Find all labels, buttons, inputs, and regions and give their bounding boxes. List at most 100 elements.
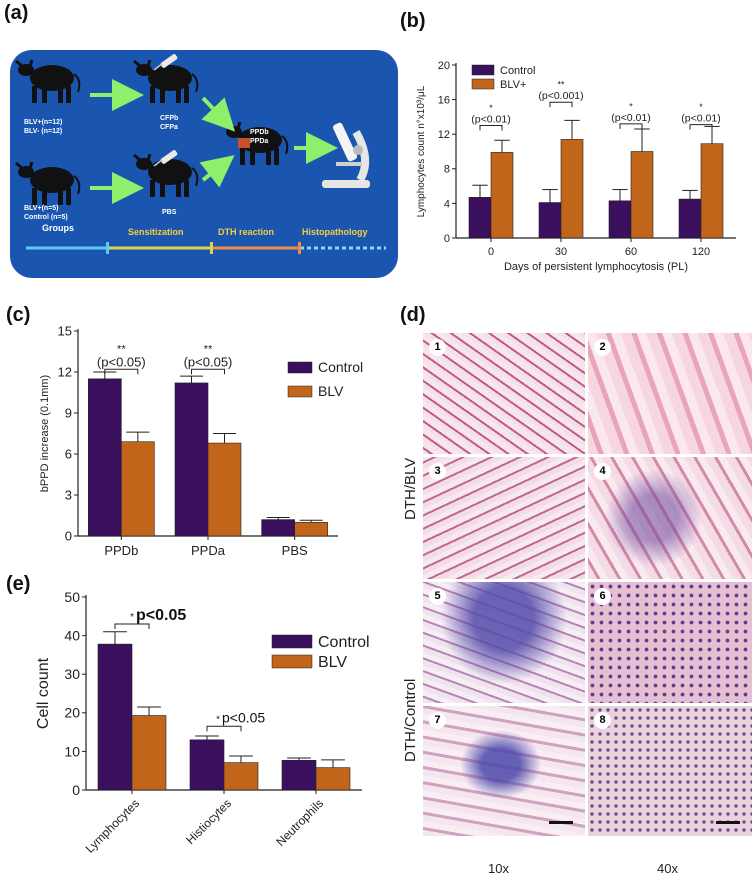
bar-blv-2 (294, 522, 328, 537)
timeline-dth: DTH reaction (218, 227, 274, 237)
y-tick-label: 20 (438, 60, 450, 72)
panel-label-c: (c) (6, 304, 31, 326)
micrograph-number: 5 (429, 588, 446, 605)
significance-star: ** (204, 343, 213, 355)
bar-blv-0 (121, 441, 155, 537)
micrograph-6: 6 (588, 582, 752, 703)
group2-line1: BLV+(n=5) (24, 205, 59, 212)
x-tick-label: PPDa (191, 543, 226, 558)
y-tick-label: 0 (72, 782, 80, 798)
x-axis-label: Days of persistent lymphocytosis (PL) (504, 261, 688, 273)
y-tick-label: 10 (64, 743, 80, 759)
bar-blv-2 (630, 151, 654, 239)
micrograph-8: 8 (588, 706, 752, 836)
panel-label-a: (a) (4, 2, 29, 24)
chart-b: 0 4 8 12 16 20 Lymphocytes count n°x10³/μL 0 30 6… (416, 60, 736, 273)
significance-star: * (629, 101, 633, 111)
micrograph-number: 1 (429, 339, 446, 356)
bar-control-2 (608, 200, 632, 239)
timeline-marker (106, 242, 109, 254)
bar-control-2 (261, 519, 295, 537)
cow-icon (14, 58, 81, 105)
cow-icon (14, 160, 81, 207)
panel-label-e: (e) (6, 573, 31, 595)
bar-control-1 (174, 382, 209, 537)
legend-label-1: BLV (318, 383, 344, 399)
timeline-marker (210, 242, 213, 254)
significance-star: * (216, 714, 220, 725)
significance-text: (p<0.01) (471, 114, 510, 126)
significance-bracket (619, 123, 643, 129)
significance-text: p<0.05 (222, 709, 265, 725)
significance-text: (p<0.01) (611, 112, 650, 124)
magnification-40x: 40x (657, 861, 678, 876)
legend-swatch-0 (271, 634, 313, 649)
y-tick-label: 50 (64, 590, 80, 605)
y-tick-label: 9 (65, 406, 72, 421)
bar-blv-1 (207, 442, 242, 537)
significance-bracket (689, 124, 713, 130)
legend-swatch-1 (287, 385, 313, 398)
significance-bracket (104, 368, 139, 375)
bar-control-0 (97, 643, 133, 791)
scheme-graphic: BLV+(n=12) BLV- (n=12) BLV+(n=5) Control… (14, 54, 386, 254)
x-tick-label: PBS (282, 543, 308, 558)
x-tick-label: 60 (625, 246, 637, 258)
panel-label-b: (b) (400, 10, 426, 32)
significance-star: ** (117, 343, 126, 355)
legend-label-0: Control (318, 359, 363, 375)
micrograph-number: 8 (594, 712, 611, 729)
chart-e: 0 10 20 30 40 50 Cell count Lymphocytes Histiocy… (35, 589, 370, 856)
micrograph-3: 3 (423, 457, 585, 579)
x-tick-label: Neutrophils (273, 796, 326, 849)
y-tick-label: 16 (438, 94, 450, 106)
significance-bracket (206, 725, 242, 732)
chart-e-container: 0 10 20 30 40 50 Cell count Lymphocytes Histiocy… (0, 589, 400, 880)
bar-control-1 (538, 202, 562, 239)
micrograph-7: 7 (423, 706, 585, 836)
legend-swatch-1 (271, 654, 313, 669)
significance-text: (p<0.01) (681, 113, 720, 125)
bar-control-0 (88, 378, 122, 537)
arrow-icon (199, 155, 235, 188)
significance-text: (p<0.05) (184, 354, 233, 369)
syringe-icon (153, 150, 178, 167)
sens2-text: PBS (162, 209, 177, 216)
micrograph-number: 6 (594, 588, 611, 605)
x-tick-label: 30 (555, 246, 567, 258)
bar-control-3 (678, 198, 702, 239)
micrograph-number: 3 (429, 463, 446, 480)
group2-line2: Control (n=5) (24, 214, 68, 221)
x-tick-label: 120 (692, 246, 710, 258)
timeline-marker (298, 242, 301, 254)
scale-bar (716, 821, 740, 824)
y-tick-label: 20 (64, 705, 80, 721)
y-axis-label: bPPD increase (0.1mm) (39, 375, 51, 492)
significance-bracket (479, 125, 503, 131)
micrograph-1: 1 (423, 333, 585, 454)
y-tick-label: 8 (444, 164, 450, 176)
significance-bracket (191, 368, 225, 375)
chart-b-container: 0 4 8 12 16 20 Lymphocytes count n°x10³/μL 0 30 6… (400, 30, 750, 292)
micrograph-number: 2 (594, 339, 611, 356)
significance-star: * (699, 102, 703, 112)
y-tick-label: 30 (64, 666, 80, 682)
y-tick-label: 6 (65, 447, 72, 462)
scale-bar (549, 821, 573, 824)
microscope-icon (322, 122, 370, 188)
bar-blv-1 (560, 139, 584, 239)
bar-blv-2 (315, 767, 351, 791)
row-label-blv: DTH/BLV (402, 457, 419, 520)
significance-text: (p<0.001) (538, 90, 583, 102)
group1-line1: BLV+(n=12) (24, 119, 62, 126)
micrograph-4: 4 (588, 457, 752, 579)
bar-control-1 (189, 739, 225, 791)
y-axis-label: Cell count (35, 657, 52, 729)
y-tick-label: 0 (65, 529, 72, 544)
y-tick-label: 3 (65, 488, 72, 503)
x-tick-label: Histiocytes (183, 796, 234, 847)
groups-label: Groups (42, 223, 74, 233)
significance-star: ** (557, 80, 565, 90)
legend-swatch-0 (287, 361, 313, 374)
y-tick-label: 40 (64, 628, 80, 644)
